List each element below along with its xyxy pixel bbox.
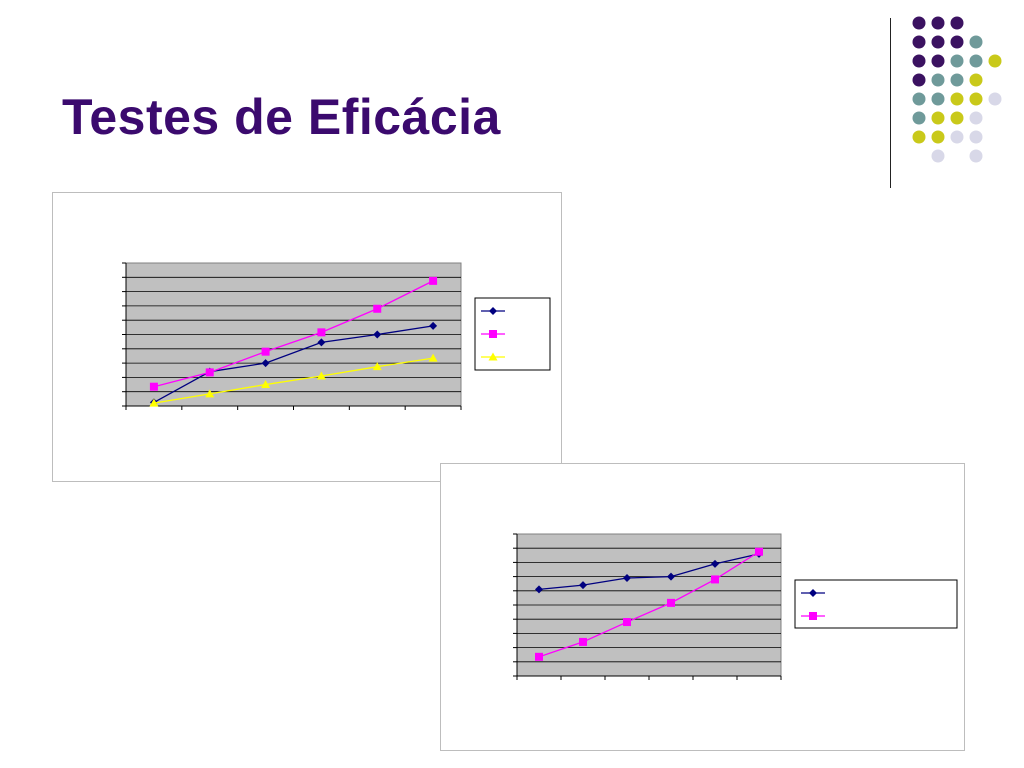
legend-marker [809,612,817,620]
data-point-s0-1 [579,581,587,590]
second-phase-chart-svg [513,533,958,680]
legend-marker [809,589,817,597]
data-point-s1-1 [579,637,587,646]
decor-dot-purple [950,35,964,49]
decor-dot-teal [912,92,926,106]
decor-dot-yellow [912,130,926,144]
second-phase-chart [440,463,965,751]
data-point-s1-5 [429,276,438,285]
data-point-s2-5 [428,353,438,362]
data-point-s1-4 [373,304,382,313]
decor-dot-purple [931,16,945,30]
data-point-s0-3 [667,572,675,581]
decor-dot-teal [969,35,983,49]
data-point-s1-5 [755,547,763,556]
decor-dot-teal [931,92,945,106]
divider-line [890,18,891,188]
legend-marker [488,352,498,361]
decor-dot-yellow [969,92,983,106]
decor-dot-purple [912,35,926,49]
data-point-s1-3 [667,598,675,607]
decor-dot-yellow [950,111,964,125]
decor-dot-yellow [931,130,945,144]
decor-dot-lavender [950,130,964,144]
decor-dot-purple [912,73,926,87]
decor-dot-teal [950,54,964,68]
data-point-s1-0 [149,382,158,391]
data-point-s2-1 [205,389,215,398]
legend-box [794,579,958,629]
decor-dot-lavender [969,130,983,144]
decor-dot-purple [931,35,945,49]
series-line-0 [538,553,760,591]
decor-dot-purple [912,16,926,30]
legend-marker [489,330,497,338]
memory-limits-chart-svg [122,262,551,410]
decor-dot-yellow [950,92,964,106]
series-line-1 [538,551,760,658]
legend-marker [489,307,497,315]
memory-limits-chart [52,192,562,482]
decor-dot-teal [969,54,983,68]
data-point-s2-3 [316,371,326,380]
decor-dot-purple [931,54,945,68]
series-line-0 [153,325,434,403]
data-point-s2-4 [372,362,382,371]
decor-dot-lavender [969,111,983,125]
decor-dot-lavender [931,149,945,163]
decor-dot-yellow [988,54,1002,68]
decor-dot-lavender [988,92,1002,106]
data-point-s1-4 [711,575,719,584]
decor-dot-purple [950,16,964,30]
decor-dot-lavender [969,149,983,163]
data-point-s1-2 [623,618,631,627]
series-line-2 [153,357,434,404]
series-line-1 [153,280,434,388]
data-point-s0-2 [261,359,270,368]
data-point-s2-0 [149,398,159,407]
data-point-s0-2 [623,574,631,583]
decor-dot-purple [912,54,926,68]
data-point-s0-4 [711,559,719,568]
data-point-s1-1 [205,368,214,377]
decor-dot-teal [931,73,945,87]
data-point-s1-0 [535,652,543,661]
data-point-s2-2 [261,380,271,389]
data-point-s0-5 [429,321,438,330]
data-point-s1-3 [317,328,326,337]
data-point-s1-2 [261,347,270,356]
decor-dot-teal [912,111,926,125]
decor-dot-teal [950,73,964,87]
decor-dot-yellow [969,73,983,87]
data-point-s0-3 [317,338,326,347]
data-point-s0-0 [535,585,543,594]
slide-title: Testes de Eficácia [62,89,501,145]
legend-box [474,297,551,371]
decor-dot-yellow [931,111,945,125]
data-point-s0-4 [373,330,382,339]
